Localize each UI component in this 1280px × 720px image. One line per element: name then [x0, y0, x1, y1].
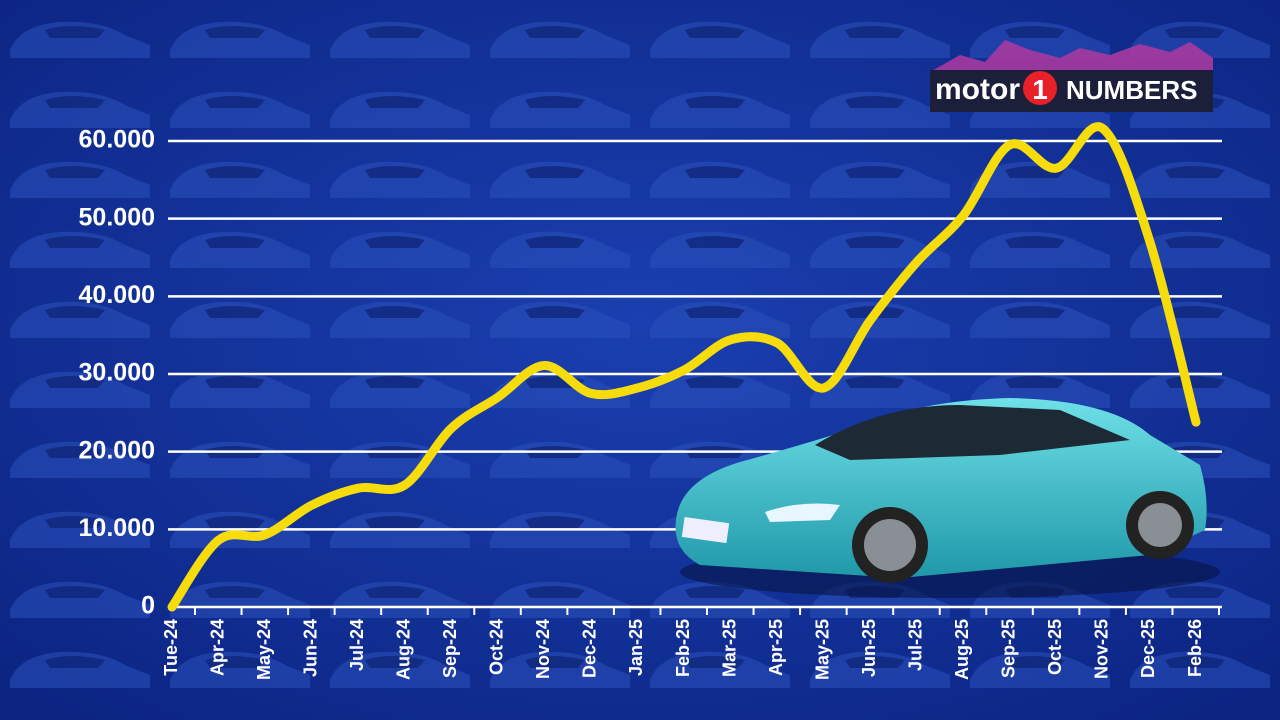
x-tick-label: May-25 [812, 619, 832, 680]
x-tick-label: Dec-25 [1138, 619, 1158, 678]
x-tick-label: Jul-24 [347, 619, 367, 671]
x-tick-label: Jun-25 [859, 619, 879, 677]
x-tick-label: Feb-25 [673, 619, 693, 677]
x-tick-label: Oct-24 [487, 619, 507, 675]
y-tick-label: 10.000 [79, 514, 155, 542]
logo-suffix: NUMBERS [1066, 75, 1197, 105]
x-tick-label: Sep-25 [999, 619, 1019, 678]
logo-mark: 1 [1032, 74, 1048, 105]
y-tick-label: 30.000 [79, 359, 155, 387]
x-tick-label: Apr-25 [766, 619, 786, 676]
x-tick-label: Jul-25 [905, 619, 925, 671]
x-tick-label: Aug-25 [952, 619, 972, 680]
car-image [675, 398, 1220, 598]
y-tick-label: 0 [141, 592, 155, 620]
x-tick-label: Dec-24 [580, 619, 600, 678]
x-tick-label: Tue-24 [161, 619, 181, 676]
x-tick-label: Apr-24 [207, 619, 227, 676]
logo-word: motor [935, 73, 1020, 106]
x-tick-label: Mar-25 [719, 619, 739, 677]
x-tick-label: Nov-24 [533, 619, 553, 679]
x-tick-label: Nov-25 [1092, 619, 1112, 679]
y-tick-label: 40.000 [79, 281, 155, 309]
y-tick-label: 20.000 [79, 436, 155, 464]
data-line [167, 122, 1201, 612]
x-tick-label: Feb-26 [1185, 619, 1205, 677]
logo: motor 1 NUMBERS [930, 40, 1213, 112]
x-tick-label: Jun-24 [300, 619, 320, 677]
x-tick-label: Aug-24 [393, 619, 413, 680]
x-tick-label: Jan-25 [626, 619, 646, 676]
y-tick-label: 60.000 [79, 126, 155, 154]
y-tick-label: 50.000 [79, 203, 155, 231]
x-tick-label: May-24 [254, 619, 274, 680]
x-tick-label: Oct-25 [1045, 619, 1065, 675]
x-tick-label: Sep-24 [440, 619, 460, 678]
